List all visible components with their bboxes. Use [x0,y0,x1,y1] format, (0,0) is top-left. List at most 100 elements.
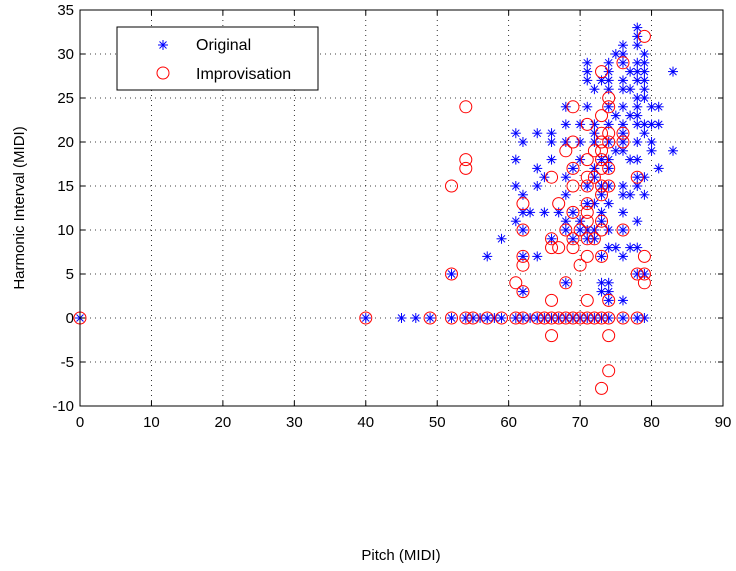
legend-asterisk-marker [158,40,168,50]
improvisation-point [602,126,616,140]
original-point [603,66,614,77]
improvisation-point [616,223,630,237]
original-point [639,269,650,279]
axis-ticks: 0 10 20 30 40 50 60 70 80 90 -10 -5 0 5 10 15 20 25 30 35 [52,2,731,431]
original-point [653,163,664,174]
original-point [653,101,664,112]
x-tick-label: 90 [715,414,732,431]
original-point [632,110,643,121]
improvisation-point [516,197,530,211]
original-point [625,189,636,200]
original-point [396,313,407,323]
improvisation-point [580,232,594,246]
plot-frame [79,9,724,407]
improvisation-point [595,109,609,123]
original-point [639,66,650,77]
improvisation-point [545,241,559,255]
original-point [589,233,600,244]
original-point [539,207,550,218]
improvisation-point [630,267,644,281]
original-point [632,242,643,253]
improvisation-point [616,56,630,70]
original-point [617,137,628,147]
improvisation-point [545,232,559,246]
improvisation-point [595,223,609,237]
original-point [525,207,536,218]
improvisation-point [573,223,587,237]
original-point [589,137,600,147]
improvisation-point [566,205,580,219]
x-tick-label: 10 [143,414,160,431]
original-point [546,233,557,244]
original-point [582,225,593,235]
original-point [517,207,528,218]
original-point [589,198,600,209]
original-point [425,313,436,323]
original-point [639,57,650,68]
improvisation-point [566,135,580,149]
y-tick-label: 35 [57,2,74,19]
improvisation-point [516,285,530,299]
original-point [460,313,471,323]
original-point [603,154,614,165]
original-point [632,216,643,227]
improvisation-point [580,170,594,184]
improvisation-point [566,232,580,246]
improvisation-point [566,161,580,175]
original-point [632,137,643,147]
improvisation-point [445,179,459,193]
original-point [589,172,600,183]
improvisation-point [566,179,580,193]
improvisation-point [587,232,601,246]
improvisation-point [602,329,616,343]
improvisation-point [423,311,437,325]
original-point [639,49,650,59]
improvisation-point [587,144,601,158]
original-point [360,313,371,323]
original-point [603,313,614,323]
original-point [653,119,664,130]
x-tick-label: 0 [76,414,84,431]
improvisation-point [559,223,573,237]
original-point [617,40,628,51]
original-point [596,189,607,200]
improvisation-point [637,267,651,281]
improvisation-point [630,311,644,325]
original-point [617,84,628,95]
original-point [589,84,600,95]
improvisation-point [480,311,494,325]
original-point [517,137,528,147]
improvisation-point [616,135,630,149]
original-point [539,172,550,183]
x-tick-label: 70 [572,414,589,431]
improvisation-point [552,311,566,325]
original-point [560,216,571,227]
improvisation-point [516,223,530,237]
improvisation-point [580,179,594,193]
improvisation-point [545,293,559,307]
improvisation-point [509,311,523,325]
improvisation-point [580,117,594,131]
original-point [482,251,493,262]
original-point [625,84,636,95]
original-point [603,137,614,147]
improvisation-point [445,311,459,325]
original-point [517,225,528,235]
improvisation-point [545,329,559,343]
improvisation-point [595,161,609,175]
y-tick-label: 20 [57,134,74,151]
original-point [617,101,628,112]
original-point [603,295,614,306]
improvisation-point [552,241,566,255]
improvisation-point [587,311,601,325]
original-point [603,286,614,297]
original-point [596,181,607,191]
improvisation-point [530,311,544,325]
improvisation-point [580,214,594,228]
original-point [639,189,650,200]
original-point [582,101,593,112]
original-point [532,128,543,139]
y-tick-label: 0 [66,310,74,327]
original-point [589,163,600,174]
